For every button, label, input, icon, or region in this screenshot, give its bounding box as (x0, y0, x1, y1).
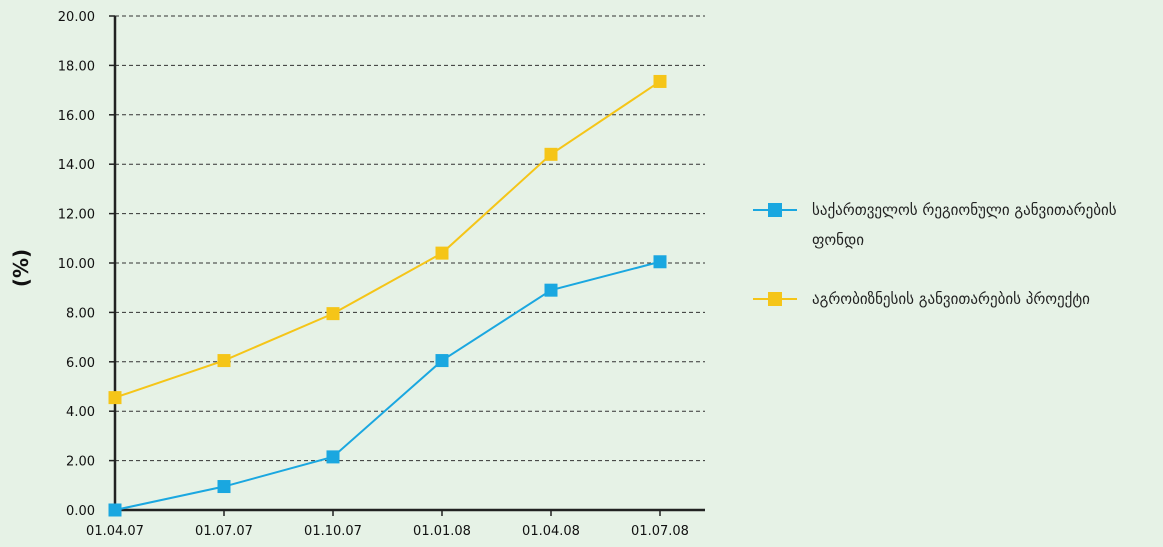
series-group (108, 74, 667, 517)
y-tick-label: 4.00 (66, 405, 95, 420)
legend-marker (768, 292, 782, 306)
y-tick-label: 18.00 (58, 59, 95, 74)
data-point (108, 503, 122, 517)
x-tick-label: 01.04.08 (522, 524, 580, 539)
legend: საქართველოს რეგიონული განვითარების ფონდი ა… (753, 201, 1117, 308)
legend-label: აგრობიზნესის განვითარების პროექტი (812, 290, 1090, 308)
data-point (435, 246, 449, 260)
x-tick-label: 01.01.08 (413, 524, 471, 539)
series-1 (108, 255, 667, 517)
data-point (653, 255, 667, 269)
data-point (217, 354, 231, 368)
series-line (114, 260, 661, 511)
data-point (326, 307, 340, 321)
y-tick-label: 12.00 (58, 208, 95, 223)
legend-label: საქართველოს რეგიონული განვითარების (812, 201, 1117, 219)
x-tick-label: 01.07.08 (631, 524, 689, 539)
y-tick-label: 6.00 (66, 356, 95, 371)
grid-lines (109, 15, 705, 511)
x-tick-label: 01.10.07 (304, 524, 362, 539)
y-tick-label: 10.00 (58, 257, 95, 272)
y-tick-label: 8.00 (66, 306, 95, 321)
legend-marker (768, 203, 782, 217)
data-point (653, 74, 667, 88)
data-point (544, 283, 558, 297)
y-tick-label: 14.00 (58, 158, 95, 173)
y-axis-label: (%) (9, 249, 33, 287)
y-tick-label: 16.00 (58, 109, 95, 124)
legend-label: ფონდი (812, 231, 864, 249)
y-tick-label: 20.00 (58, 10, 95, 25)
legend-item: აგრობიზნესის განვითარების პროექტი (753, 290, 1090, 308)
x-tick-label: 01.07.07 (195, 524, 253, 539)
series-line (114, 80, 661, 399)
x-tick-labels: 01.04.07 01.07.07 01.10.07 01.01.08 01.04.08… (86, 510, 689, 539)
x-tick-label: 01.04.07 (86, 524, 144, 539)
y-tick-label: 0.00 (66, 504, 95, 519)
data-point (326, 450, 340, 464)
y-tick-label: 2.00 (66, 455, 95, 470)
data-point (544, 147, 558, 161)
data-point (435, 354, 449, 368)
data-point (108, 391, 122, 405)
data-point (217, 480, 231, 494)
y-tick-labels: 0.00 2.00 4.00 6.00 8.00 10.00 12.00 14.00 16.00… (58, 10, 95, 519)
series-0 (108, 74, 667, 405)
legend-item: საქართველოს რეგიონული განვითარების ფონდი (753, 201, 1117, 249)
axes (113, 16, 705, 512)
